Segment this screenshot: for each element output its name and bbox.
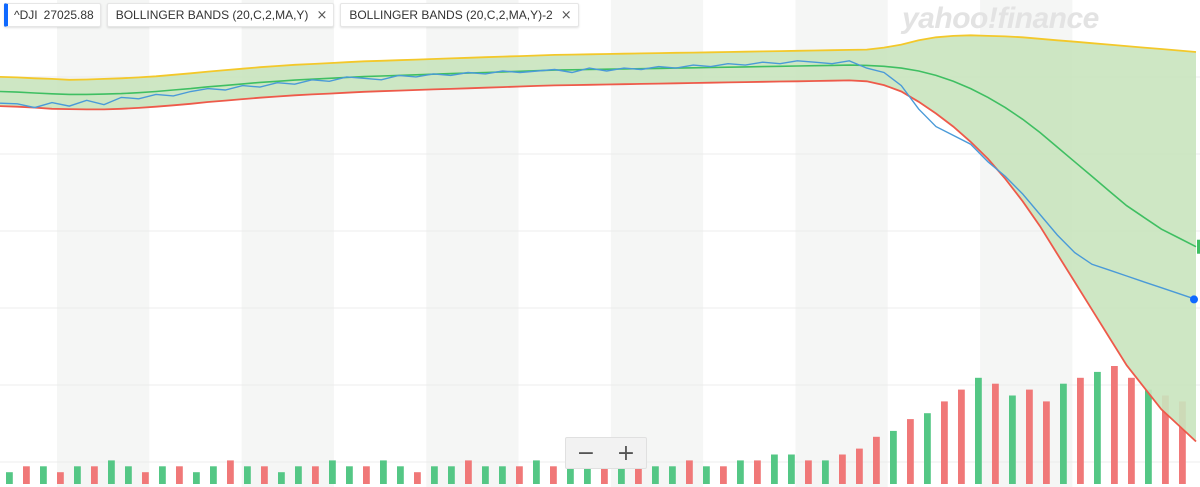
- indicator-pill-1[interactable]: BOLLINGER BANDS (20,C,2,MA,Y) ×: [106, 3, 335, 27]
- volume-bar: [40, 466, 47, 484]
- volume-bar: [193, 472, 200, 484]
- volume-bar: [210, 466, 217, 484]
- volume-bar: [142, 472, 149, 484]
- volume-bar: [57, 472, 64, 484]
- volume-bar: [601, 466, 608, 484]
- volume-bar: [414, 472, 421, 484]
- volume-bar: [686, 460, 693, 484]
- zoom-in-button[interactable]: +: [616, 440, 636, 466]
- volume-bar: [431, 466, 438, 484]
- background-stripe: [57, 0, 150, 487]
- volume-bar: [567, 466, 574, 484]
- volume-bar: [448, 466, 455, 484]
- indicator-pill-2[interactable]: BOLLINGER BANDS (20,C,2,MA,Y)-2 ×: [340, 3, 579, 27]
- volume-bar: [737, 460, 744, 484]
- volume-bar: [1128, 377, 1135, 484]
- volume-bar: [482, 466, 489, 484]
- volume-bar: [584, 454, 591, 484]
- volume-bar: [6, 472, 13, 484]
- volume-bar: [958, 389, 965, 484]
- volume-bar: [295, 466, 302, 484]
- volume-bar: [499, 466, 506, 484]
- volume-bar: [1145, 389, 1152, 484]
- symbol-label: ^DJI: [14, 8, 38, 22]
- volume-bar: [125, 466, 132, 484]
- symbol-price: 27025.88: [43, 8, 94, 22]
- volume-bar: [924, 413, 931, 484]
- volume-bar: [1026, 389, 1033, 484]
- volume-bar: [159, 466, 166, 484]
- volume-bar: [312, 466, 319, 484]
- volume-bar: [1094, 371, 1101, 484]
- volume-bar: [992, 383, 999, 484]
- volume-bar: [635, 460, 642, 484]
- volume-bar: [771, 454, 778, 484]
- volume-bar: [754, 460, 761, 484]
- volume-bar: [941, 401, 948, 484]
- volume-bar: [618, 466, 625, 484]
- volume-bar: [1060, 383, 1067, 484]
- price-line: [0, 60, 1197, 301]
- last-price-marker: [1190, 295, 1198, 304]
- volume-bar: [397, 466, 404, 484]
- volume-bar: [975, 377, 982, 484]
- volume-bar: [465, 460, 472, 484]
- volume-bar: [244, 466, 251, 484]
- volume-bar: [652, 466, 659, 484]
- volume-bar: [227, 460, 234, 484]
- yahoo-finance-watermark: yahoo!finance: [902, 2, 1099, 35]
- volume-bar: [1111, 366, 1118, 484]
- volume-bar: [788, 454, 795, 484]
- bollinger-band-fill: [0, 35, 1196, 442]
- symbol-pill[interactable]: ^DJI 27025.88: [4, 3, 101, 27]
- volume-bar: [550, 466, 557, 484]
- volume-bar: [839, 454, 846, 484]
- indicator-1-label: BOLLINGER BANDS (20,C,2,MA,Y): [115, 8, 309, 22]
- volume-bar: [91, 466, 98, 484]
- zoom-controls: − +: [565, 437, 647, 469]
- volume-bar: [1179, 401, 1186, 484]
- volume-bar: [873, 436, 880, 484]
- volume-bar: [329, 460, 336, 484]
- volume-bar: [1009, 395, 1016, 484]
- volume-bar: [346, 466, 353, 484]
- close-icon[interactable]: ×: [316, 7, 328, 23]
- volume-bar: [1043, 401, 1050, 484]
- volume-bar: [108, 460, 115, 484]
- volume-bar: [278, 472, 285, 484]
- volume-bar: [363, 466, 370, 484]
- volume-bar: [176, 466, 183, 484]
- volume-bar: [23, 466, 30, 484]
- volume-bar: [533, 460, 540, 484]
- volume-bar: [805, 460, 812, 484]
- upper-band-line: [0, 34, 1197, 81]
- volume-bar: [703, 466, 710, 484]
- volume-bar: [516, 466, 523, 484]
- volume-bar: [856, 448, 863, 484]
- volume-bar: [822, 460, 829, 484]
- volume-bar: [1077, 377, 1084, 484]
- volume-bar: [380, 460, 387, 484]
- chart-legend: ^DJI 27025.88 BOLLINGER BANDS (20,C,2,MA…: [4, 3, 579, 27]
- volume-bar: [890, 430, 897, 484]
- volume-bar: [720, 466, 727, 484]
- volume-bar: [669, 466, 676, 484]
- zoom-out-button[interactable]: −: [576, 440, 596, 466]
- volume-bar: [261, 466, 268, 484]
- volume-bar: [74, 466, 81, 484]
- volume-bars: [6, 366, 1186, 484]
- volume-bar: [907, 419, 914, 484]
- indicator-2-label: BOLLINGER BANDS (20,C,2,MA,Y)-2: [349, 8, 553, 22]
- volume-bar: [1162, 395, 1169, 484]
- right-edge-marker: [1197, 239, 1200, 254]
- close-icon[interactable]: ×: [560, 7, 572, 23]
